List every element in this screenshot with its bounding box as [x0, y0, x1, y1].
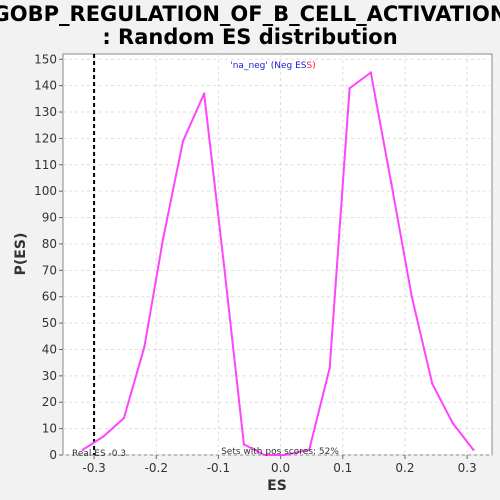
plot-area — [62, 53, 493, 456]
pos-scores-annotation: Sets with pos scores: 52% — [221, 447, 339, 457]
data-point — [431, 382, 434, 385]
y-tick-label: 70 — [42, 263, 57, 277]
y-tick-label: 0 — [49, 448, 57, 462]
x-tick-label: -0.2 — [145, 461, 168, 475]
chart-title-line2: : Random ES distribution — [102, 25, 397, 49]
x-axis: -0.3 -0.2 -0.1 0.0 0.1 0.2 0.3 — [82, 455, 477, 475]
y-tick-label: 110 — [34, 158, 57, 172]
series-group — [81, 71, 475, 457]
data-point — [242, 443, 246, 446]
data-point — [410, 295, 413, 298]
data-point — [308, 448, 311, 451]
data-point — [451, 422, 455, 425]
data-point — [263, 453, 266, 457]
data-point — [143, 345, 146, 349]
y-tick-label: 120 — [34, 131, 57, 145]
x-tick-label: 0.3 — [458, 461, 477, 475]
y-tick-label: 100 — [34, 184, 57, 198]
x-tick-label: 0.2 — [395, 461, 414, 475]
legend-entry: 'na_neg' (Neg ESS) — [230, 61, 315, 71]
real-es-label: Real ES -0.3 — [72, 449, 126, 459]
data-point — [122, 416, 126, 420]
y-axis: 0 10 20 30 40 50 60 70 80 90 100 110 120 130 140 150 — [34, 52, 63, 462]
y-tick-label: 130 — [34, 105, 57, 119]
x-tick-label: 0.1 — [333, 461, 352, 475]
y-tick-label: 90 — [42, 211, 57, 225]
data-point — [81, 448, 85, 451]
legend-label-main: 'na_neg' (Neg ES — [230, 61, 307, 71]
data-point — [328, 366, 331, 370]
series-line — [82, 71, 475, 456]
data-point — [283, 453, 287, 457]
y-tick-label: 60 — [42, 290, 57, 304]
y-tick-label: 140 — [34, 79, 57, 93]
data-point — [390, 182, 393, 185]
x-tick-label: 0.0 — [271, 461, 290, 475]
y-tick-label: 150 — [34, 52, 57, 66]
data-point — [472, 448, 475, 451]
y-axis-label: P(ES) — [13, 233, 29, 276]
y-tick-label: 30 — [42, 369, 57, 383]
data-point — [161, 237, 165, 240]
x-tick-label: -0.3 — [82, 461, 105, 475]
y-tick-label: 10 — [42, 422, 57, 436]
x-tick-label: -0.1 — [207, 461, 230, 475]
data-point — [102, 435, 105, 438]
data-point — [369, 71, 372, 74]
y-tick-label: 40 — [42, 342, 57, 356]
x-axis-label: ES — [267, 478, 287, 494]
data-point — [222, 263, 226, 267]
y-tick-label: 20 — [42, 395, 57, 409]
chart-title-line1: GOBP_REGULATION_OF_B_CELL_ACTIVATION — [0, 2, 500, 26]
data-point — [181, 139, 185, 143]
legend-label-tail: S) — [307, 61, 316, 71]
y-tick-label: 50 — [42, 316, 57, 330]
data-point — [202, 92, 206, 95]
data-point — [348, 87, 351, 90]
y-tick-label: 80 — [42, 237, 57, 251]
